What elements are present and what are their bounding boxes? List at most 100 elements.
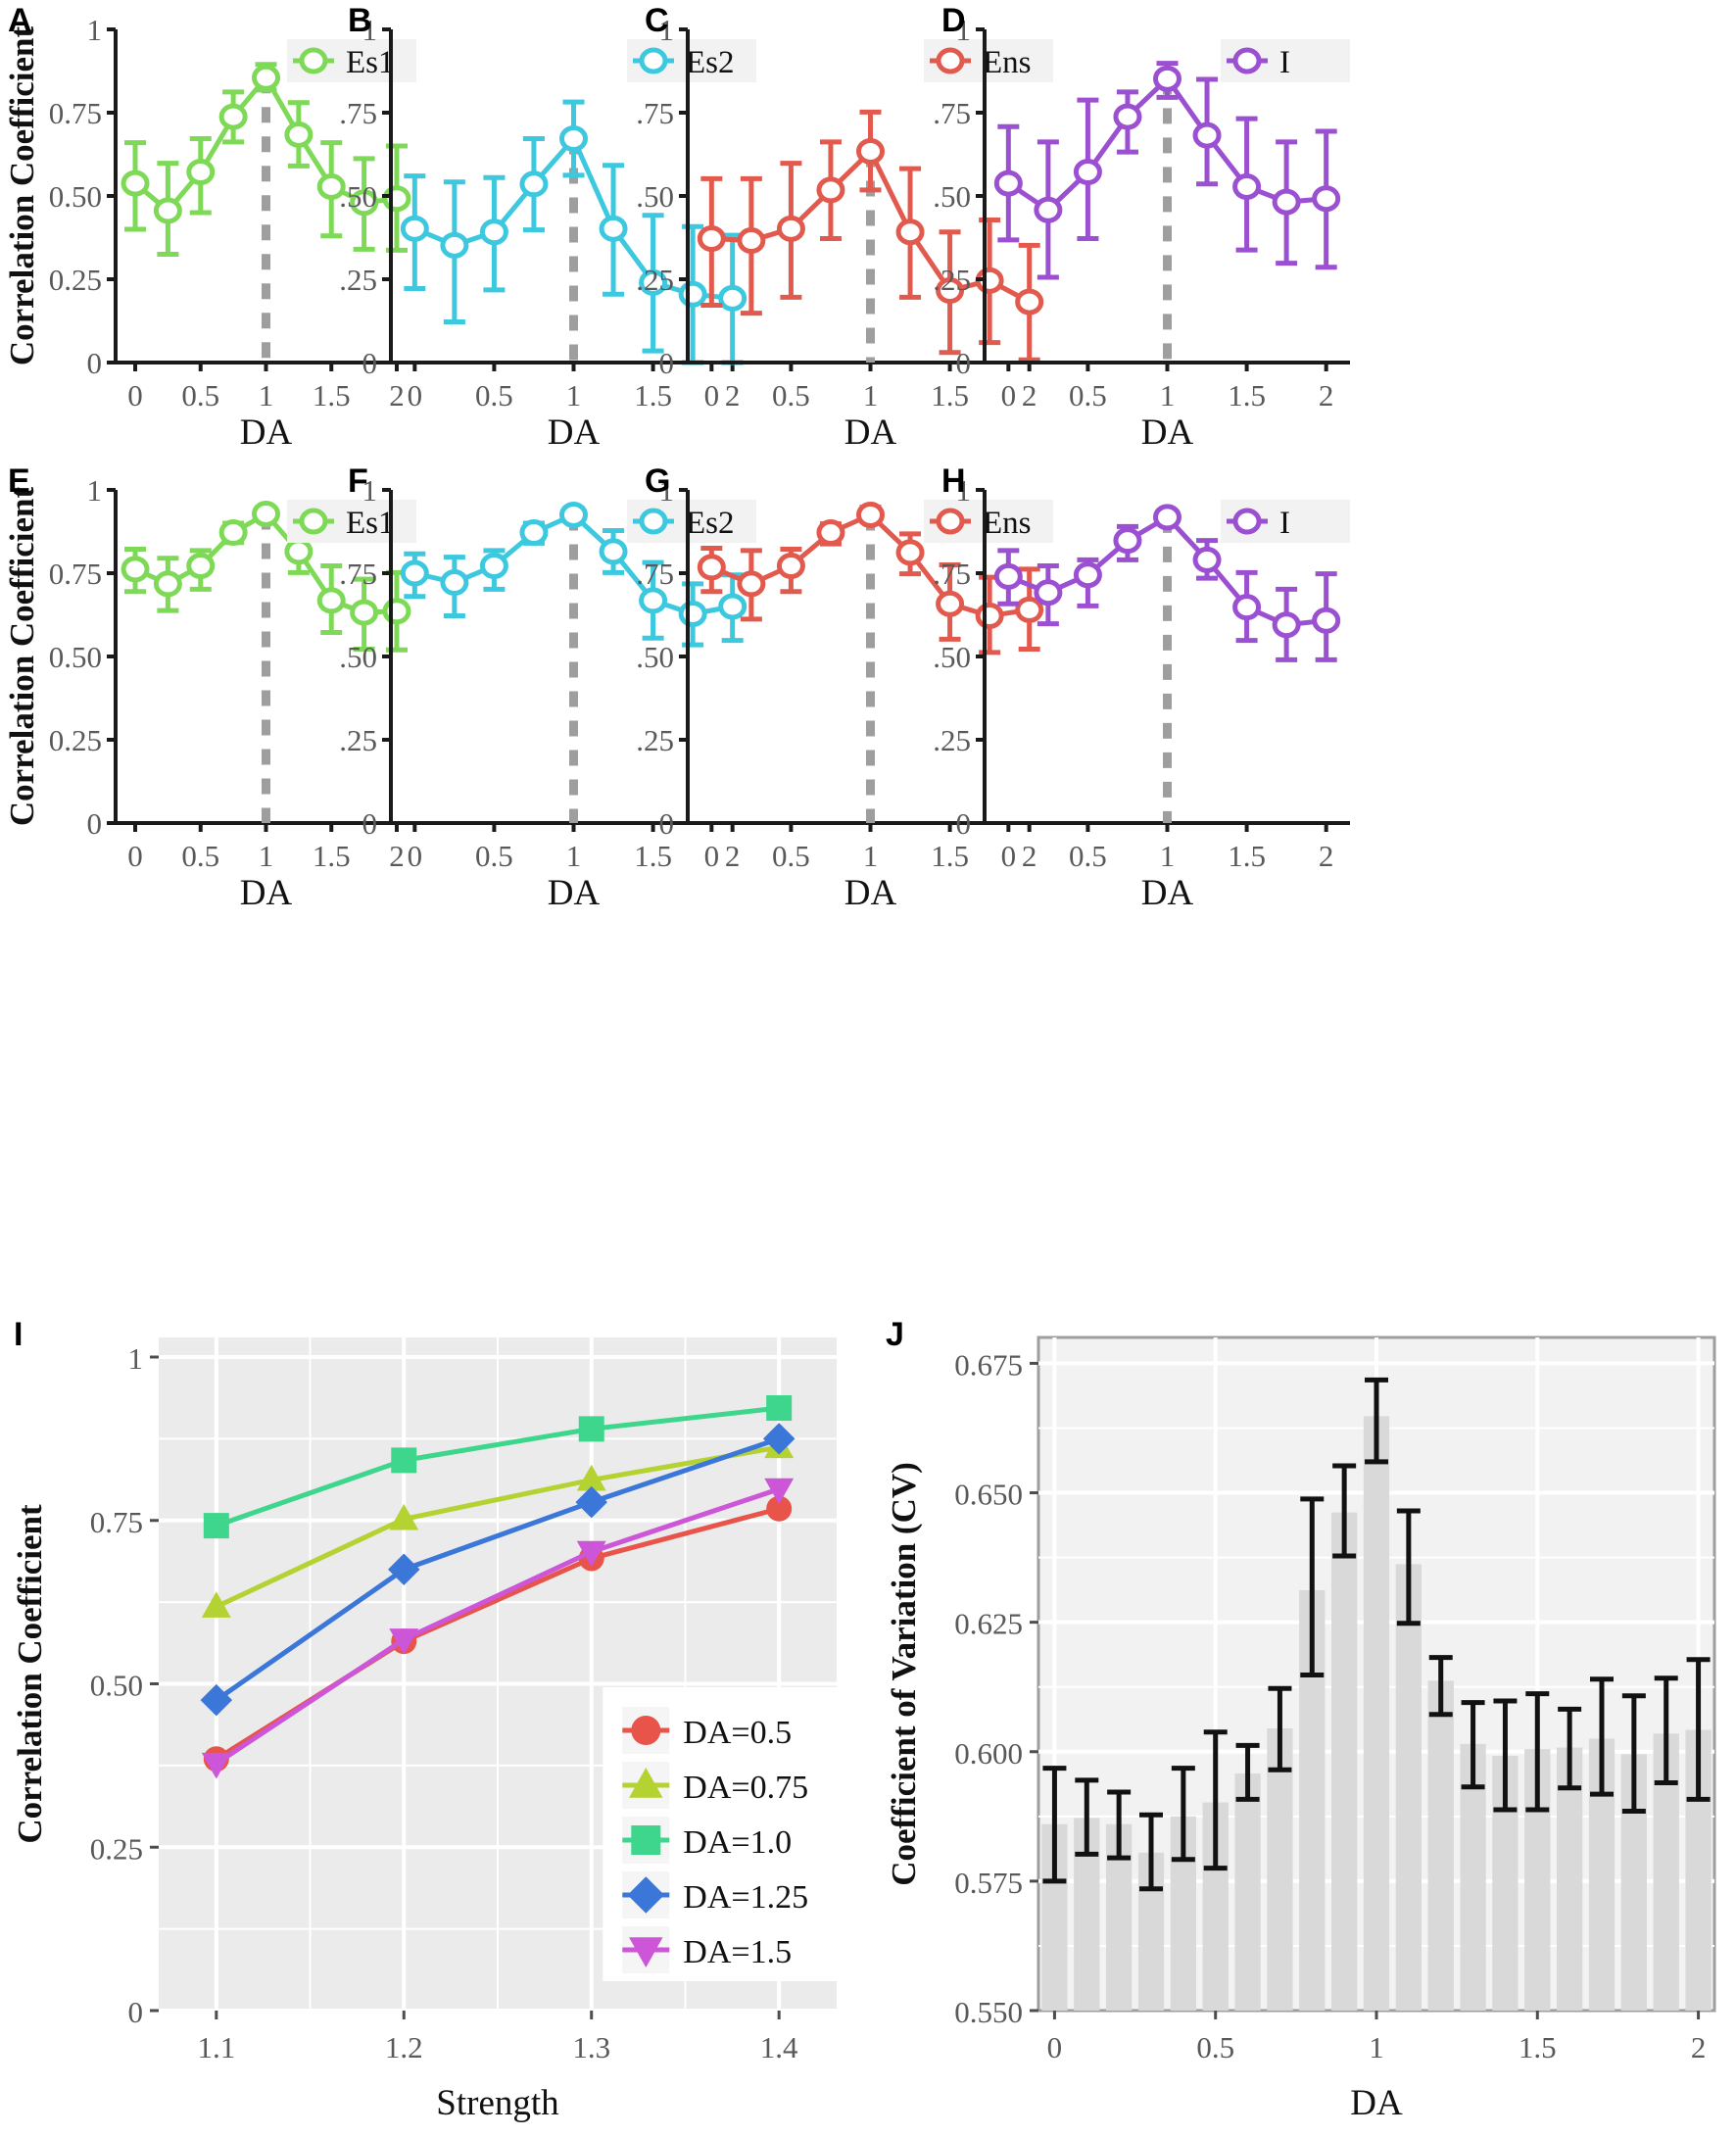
data-point: [629, 1937, 663, 1967]
data-point: [252, 64, 280, 91]
data-point: [1232, 594, 1262, 621]
x-tick-label: 1.4: [760, 2030, 798, 2064]
y-tick-label: 0: [956, 346, 972, 380]
x-tick-label: 1: [566, 378, 582, 413]
x-tick-label: 1: [1160, 378, 1176, 413]
x-tick-label: 2: [1022, 378, 1037, 413]
chart-J: 0.550 0.575 0.600 0.625 0.650 0.675 0 0.5 1 1.5 2 D…: [885, 1335, 1716, 2123]
data-point: [400, 215, 429, 242]
y-tick-label: 1: [956, 13, 972, 47]
y-tick-label: 0.50: [637, 640, 674, 674]
x-tick-label: 0: [704, 378, 720, 413]
y-tick-label: 1: [956, 473, 972, 508]
data-point: [762, 1423, 796, 1455]
panel-label-F: F: [348, 462, 368, 500]
data-point: [856, 502, 885, 528]
legend: Ens: [924, 39, 1053, 82]
x-tick-label: 1.5: [1228, 839, 1266, 873]
data-point: [153, 570, 182, 598]
x-tick-label: 1.5: [931, 378, 969, 413]
chart-C: 0 0.25 0.50 0.75 1 0 0.5 1 1.5 2 DA Ens: [637, 13, 1053, 451]
bar: [1363, 1416, 1390, 2011]
chart-F: 0 0.25 0.50 0.75 1 0 0.5 1 1.5 2 DA Es2: [340, 473, 756, 911]
y-tick-label: 0.75: [934, 96, 971, 130]
data-point: [816, 519, 845, 547]
data-point: [284, 538, 313, 565]
series-DA-1-5: [201, 1478, 795, 1779]
panel-label-G: G: [645, 462, 671, 500]
error-bar: [1042, 1766, 1067, 1884]
data-point: [479, 553, 508, 580]
data-point: [284, 121, 313, 148]
y-tick-label: 0.25: [637, 263, 674, 297]
data-point: [816, 176, 845, 204]
data-point: [737, 570, 766, 598]
x-tick-label: 0.5: [772, 839, 810, 873]
data-point: [201, 1591, 231, 1618]
data-point: [718, 284, 747, 312]
data-line: [215, 1436, 780, 1703]
data-line: [215, 1405, 780, 1529]
x-axis-title: Strength: [436, 2083, 559, 2123]
y-tick-label: 0.75: [637, 557, 674, 591]
data-point: [936, 277, 965, 305]
y-tick-label: 1: [87, 473, 103, 508]
x-tick-label: 1.5: [634, 839, 672, 873]
legend-label: DA=1.0: [683, 1824, 792, 1861]
panel-label-A: A: [8, 2, 32, 39]
legend-label: Es1: [346, 45, 395, 80]
data-point: [440, 231, 469, 259]
y-tick-label: 0.25: [637, 723, 674, 757]
data-point: [389, 1628, 419, 1655]
y-tick-label: 0.25: [934, 263, 971, 297]
chart-E: 0 0.25 0.50 0.75 1 0 0.5 1 1.5 2 DA Correlation Coe…: [3, 473, 416, 911]
x-tick-label: 1.5: [313, 378, 351, 413]
data-point: [350, 599, 379, 626]
data-point: [1073, 561, 1102, 589]
data-point: [766, 1395, 793, 1422]
data-line: [215, 1444, 780, 1610]
x-tick-label: 1.5: [1228, 378, 1266, 413]
data-point: [186, 553, 216, 580]
data-point: [895, 539, 925, 566]
x-tick-label: 1: [1369, 2030, 1384, 2064]
panel-D: D 0 0.25 0.50 0.75 1 0 0.5 1 1.5 2 DA I: [934, 0, 1368, 451]
y-tick-label: 0.600: [954, 1736, 1023, 1771]
data-point: [639, 587, 668, 614]
data-point: [201, 1752, 231, 1779]
data-point: [631, 1825, 661, 1855]
x-axis-title: DA: [548, 873, 601, 911]
legend: Es1: [287, 39, 416, 82]
error-bar: [1461, 1700, 1485, 1790]
data-point: [1192, 546, 1222, 573]
panel-label-H: H: [941, 462, 966, 500]
panel-label-D: D: [941, 2, 966, 39]
y-tick-label: 1: [659, 13, 675, 47]
y-tick-label: 0.25: [340, 723, 377, 757]
y-tick-label: 0.25: [49, 263, 102, 297]
x-axis-title: DA: [1141, 873, 1194, 911]
data-point: [153, 197, 182, 224]
data-point: [519, 519, 549, 547]
data-point: [599, 215, 628, 242]
y-tick-label: 0: [87, 346, 103, 380]
x-tick-label: 0.5: [1069, 378, 1107, 413]
x-axis-title: DA: [1350, 2083, 1403, 2123]
panel-label-I: I: [14, 1316, 24, 1353]
x-tick-label: 1.3: [572, 2030, 610, 2064]
x-tick-label: 2: [1691, 2030, 1707, 2064]
data-point: [1034, 196, 1063, 223]
y-tick-label: 1: [362, 13, 378, 47]
error-bar: [1428, 1655, 1453, 1718]
data-point: [218, 519, 248, 547]
x-tick-label: 1: [259, 378, 274, 413]
data-point: [764, 1478, 795, 1505]
panel-A: A 0 0.25 0.50 0.75 1 0 0.5 1 1.5 2 DA Correlation C…: [0, 0, 434, 451]
panel-label-J: J: [886, 1316, 904, 1353]
legend: Es2: [627, 500, 756, 543]
data-point: [993, 170, 1023, 197]
data-point: [519, 170, 549, 198]
data-point: [1034, 579, 1063, 607]
data-point: [629, 1768, 663, 1798]
legend-label: DA=1.25: [683, 1879, 808, 1916]
